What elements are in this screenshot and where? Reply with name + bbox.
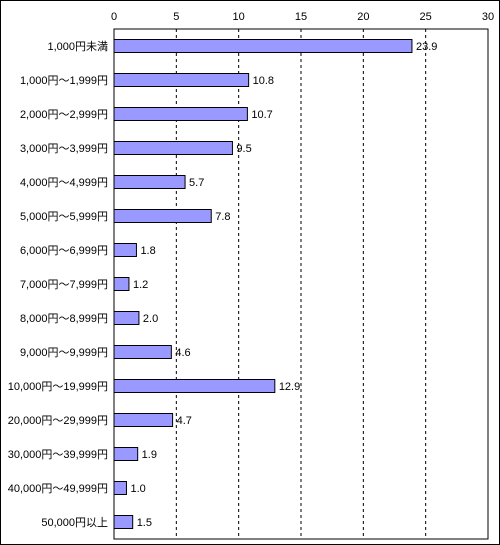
category-label: 4,000円～4,999円 (20, 177, 108, 189)
x-tick-label: 5 (173, 11, 179, 23)
data-label: 1.2 (133, 279, 148, 291)
category-label: 1,000円～1,999円 (20, 75, 108, 87)
data-label: 1.0 (130, 483, 145, 495)
bar (113, 175, 186, 189)
category-label: 40,000円～49,999円 (8, 483, 108, 495)
data-label: 9.5 (236, 143, 251, 155)
bar (113, 515, 134, 529)
data-label: 23.9 (416, 41, 437, 53)
bar (113, 413, 174, 427)
bar (113, 243, 137, 257)
x-tick-label: 30 (482, 11, 494, 23)
category-label: 8,000円～8,999円 (20, 313, 108, 325)
data-label: 1.9 (142, 449, 157, 461)
plot-border (113, 28, 489, 540)
data-label: 1.8 (140, 245, 155, 257)
data-label: 7.8 (215, 211, 230, 223)
category-label: 3,000円～3,999円 (20, 143, 108, 155)
x-tick-label: 25 (420, 11, 432, 23)
category-label: 9,000円～9,999円 (20, 347, 108, 359)
data-label: 1.5 (137, 517, 152, 529)
data-label: 4.6 (175, 347, 190, 359)
category-label: 2,000円～2,999円 (20, 109, 108, 121)
category-label: 30,000円～39,999円 (8, 449, 108, 461)
data-label: 5.7 (189, 177, 204, 189)
data-label: 10.7 (251, 109, 272, 121)
bar (113, 107, 248, 121)
data-labels: 23.9 10.8 10.7 9.5 5.7 7.8 1.8 1.2 2.0 4.6 12.9 4.7… (130, 41, 437, 529)
x-tick-label: 0 (111, 11, 117, 23)
x-tick-label: 15 (295, 11, 307, 23)
category-label: 50,000円以上 (41, 516, 108, 529)
bar (113, 141, 233, 155)
bar (113, 39, 413, 53)
bar (113, 447, 139, 461)
bar (113, 277, 130, 291)
bar (113, 481, 127, 495)
data-label: 12.9 (279, 381, 300, 393)
bar (113, 379, 276, 393)
category-label: 10,000円～19,999円 (8, 381, 108, 393)
data-label: 2.0 (143, 313, 158, 325)
bar (113, 73, 250, 87)
x-tick-label: 10 (233, 11, 245, 23)
data-label: 10.8 (253, 75, 274, 87)
category-label: 7,000円～7,999円 (20, 279, 108, 291)
category-label: 5,000円～5,999円 (20, 211, 108, 223)
bar (113, 209, 212, 223)
category-labels: 1,000円未満 1,000円～1,999円 2,000円～2,999円 3,000円… (8, 40, 108, 529)
category-label: 6,000円～6,999円 (20, 245, 108, 257)
plot-area-border (113, 28, 489, 540)
category-label: 20,000円～29,999円 (8, 415, 108, 427)
bar (113, 345, 172, 359)
x-axis-ticks: 0 5 10 15 20 25 30 (111, 11, 494, 23)
gridlines (175, 29, 427, 539)
category-label: 1,000円未満 (47, 40, 108, 53)
bar (113, 311, 140, 325)
x-tick-label: 20 (357, 11, 369, 23)
data-label: 4.7 (177, 415, 192, 427)
